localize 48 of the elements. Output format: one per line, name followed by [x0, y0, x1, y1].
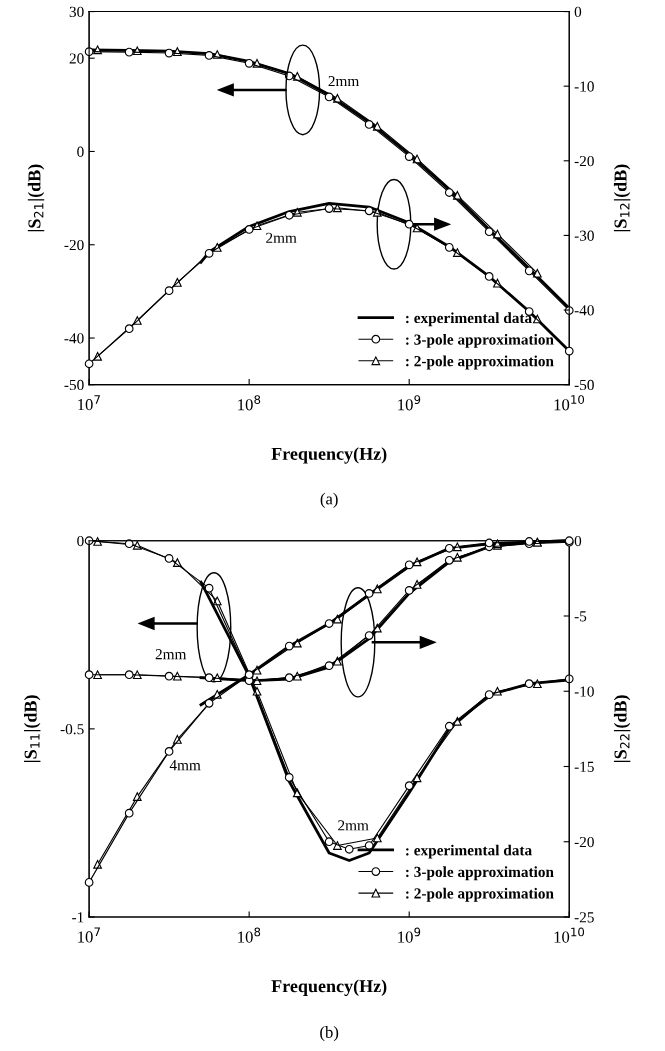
- x-tick-label: 10$^{10}$: [554, 395, 585, 411]
- y2-tick-label: -30: [574, 230, 594, 241]
- annotation: 2mm: [266, 232, 297, 243]
- y-tick-label: -20: [64, 239, 84, 251]
- y2-tick-label: -20: [574, 155, 594, 167]
- x-tick-label: 10$^{9}$: [398, 927, 421, 943]
- legend-label: : 2-pole approximation: [406, 355, 554, 370]
- x-tick-label: 10$^{7}$: [78, 927, 100, 943]
- y2-tick-label: -5: [574, 611, 587, 622]
- y2-tick-label: -15: [574, 761, 594, 772]
- legend-label: : 3-pole approximation: [406, 333, 554, 348]
- x-tick-label: 10$^{10}$: [554, 927, 585, 943]
- y-tick-label: -50: [64, 379, 84, 391]
- y2-tick-label: -10: [574, 686, 594, 697]
- y-tick-label: 20: [69, 53, 84, 64]
- x-axis-title: Frequency(Hz): [271, 447, 387, 464]
- y-tick-label: -0.5: [60, 724, 84, 735]
- y2-tick-label: 0: [574, 6, 582, 18]
- legend-label: : 3-pole approximation: [406, 866, 554, 881]
- y2-tick-label: -25: [574, 912, 594, 923]
- x-tick-label: 10$^{8}$: [238, 927, 261, 943]
- y-axis-title: |S$_{21}$|(dB): [27, 164, 45, 232]
- x-tick-label: 10$^{8}$: [238, 395, 261, 411]
- y-tick-label: -40: [64, 333, 84, 344]
- y2-tick-label: -10: [574, 81, 594, 92]
- annotation: 2mm: [328, 76, 360, 87]
- y2-tick-label: -50: [574, 379, 594, 391]
- y2-tick-label: -20: [574, 836, 594, 848]
- x-tick-label: 10$^{9}$: [398, 395, 421, 411]
- text: (a): [320, 492, 338, 508]
- x-axis-title: Frequency(Hz): [271, 979, 387, 996]
- y-tick-label: 0: [77, 535, 84, 547]
- annotation: 4mm: [169, 760, 201, 771]
- legend-label: : 2-pole approximation: [406, 887, 554, 902]
- y-tick-label: 30: [69, 6, 84, 18]
- text: (b): [320, 1026, 339, 1042]
- legend-label: : experimental data: [406, 844, 532, 859]
- legend-label: : experimental data: [406, 312, 532, 327]
- annotation: 2mm: [155, 649, 187, 660]
- y2-axis-title: |S$_{12}$|(dB): [613, 164, 631, 232]
- x-tick-label: 10$^{7}$: [78, 395, 100, 411]
- annotation: 2mm: [338, 820, 369, 831]
- y-tick-label: 0: [77, 146, 84, 157]
- y-axis-title: |S$_{11}$|(dB): [24, 695, 41, 762]
- y2-axis-title: |S$_{22}$|(dB): [613, 695, 631, 762]
- y2-tick-label: 0: [574, 535, 582, 547]
- y2-tick-label: -40: [574, 305, 594, 316]
- y-tick-label: -1: [72, 912, 84, 923]
